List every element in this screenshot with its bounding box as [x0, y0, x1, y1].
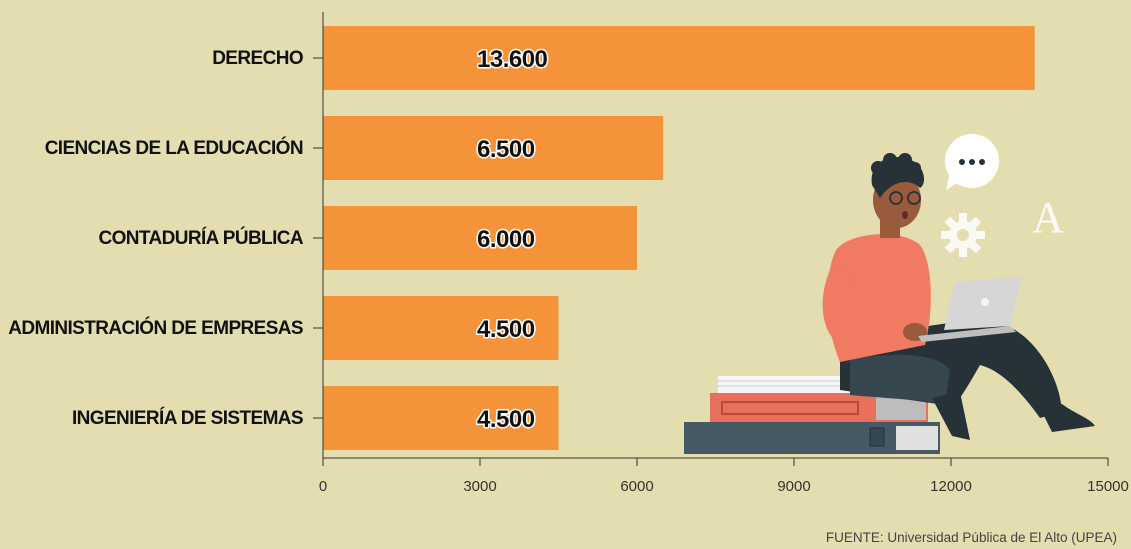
gear-icon	[941, 213, 985, 257]
value-label-2: 6.000	[477, 226, 535, 253]
category-label-1: CIENCIAS DE LA EDUCACIÓN	[45, 137, 303, 159]
bar-4	[323, 386, 559, 450]
category-label-2: CONTADURÍA PÚBLICA	[98, 227, 303, 249]
letter-a-icon: A	[1032, 193, 1064, 242]
bar-1	[323, 116, 664, 180]
category-label-3: ADMINISTRACIÓN DE EMPRESAS	[8, 317, 303, 339]
x-tick-label-2: 6000	[620, 478, 653, 495]
bar-2	[323, 206, 637, 270]
value-label-3: 4.500	[477, 316, 535, 343]
value-label-4: 4.500	[477, 406, 535, 433]
bars-layer: 13.600 6.500 6.000 4.500 4.500	[323, 26, 1035, 450]
value-label-0: 13.600	[477, 46, 548, 73]
axis-layer: DERECHO CIENCIAS DE LA EDUCACIÓN CONTADURÍ…	[8, 12, 1129, 495]
category-label-0: DERECHO	[212, 48, 303, 69]
speech-bubble-icon	[945, 134, 999, 190]
category-label-4: INGENIERÍA DE SISTEMAS	[72, 407, 303, 429]
bar-0	[323, 26, 1035, 90]
bar-3	[323, 296, 559, 360]
person-icon	[822, 153, 1095, 440]
x-tick-label-4: 12000	[930, 478, 972, 495]
x-tick-label-3: 9000	[777, 478, 810, 495]
source-note: FUENTE: Universidad Pública de El Alto (…	[825, 530, 1117, 545]
x-tick-label-1: 3000	[463, 478, 496, 495]
value-label-1: 6.500	[477, 136, 535, 163]
student-illustration: A	[684, 134, 1095, 454]
x-tick-label-0: 0	[319, 478, 327, 495]
x-tick-label-5: 15000	[1087, 478, 1129, 495]
